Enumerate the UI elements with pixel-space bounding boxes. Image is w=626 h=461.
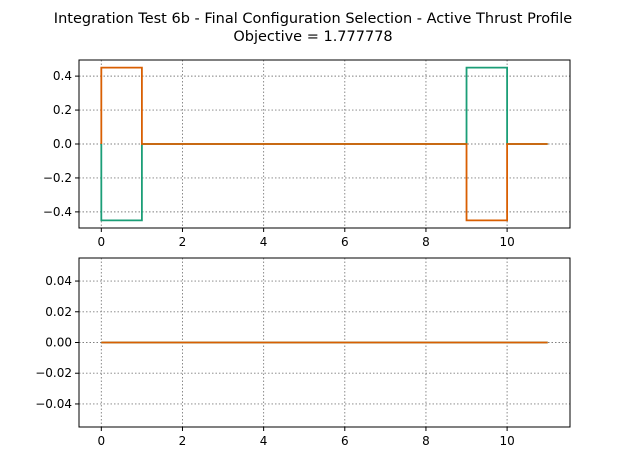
y-tick-label: 0.4 [53,69,72,83]
x-tick-label: 6 [341,434,349,448]
x-tick-label: 0 [97,434,105,448]
x-tick-label: 2 [179,235,187,249]
y-tick-label: 0.2 [53,103,72,117]
y-tick-label: 0.02 [45,305,72,319]
chart-title-line2: Objective = 1.777778 [233,29,392,45]
x-tick-label: 4 [260,434,268,448]
x-tick-label: 10 [499,434,514,448]
top-subplot: 0 2 4 6 8 10 −0.4 −0.2 0.0 0.2 0.4 [43,59,571,249]
x-tick-label: 2 [179,434,187,448]
chart-title-line1: Integration Test 6b - Final Configuratio… [54,11,572,27]
x-tick-label: 0 [97,235,105,249]
y-tick-label: 0.00 [45,336,72,350]
x-tick-label: 8 [422,235,430,249]
x-tick-label: 4 [260,235,268,249]
bottom-subplot: 0 2 4 6 8 10 −0.04 −0.02 0.00 0.02 0.04 [35,257,571,448]
y-tick-label: −0.04 [35,397,72,411]
series-orange-line [100,66,548,222]
y-tick-label: −0.2 [43,171,72,185]
x-tick-label: 8 [422,434,430,448]
y-tick-label: 0.04 [45,274,72,288]
y-tick-label: 0.0 [53,137,72,151]
y-tick-label: −0.02 [35,366,72,380]
y-tick-label: −0.4 [43,205,72,219]
x-tick-label: 6 [341,235,349,249]
x-tick-label: 10 [499,235,514,249]
